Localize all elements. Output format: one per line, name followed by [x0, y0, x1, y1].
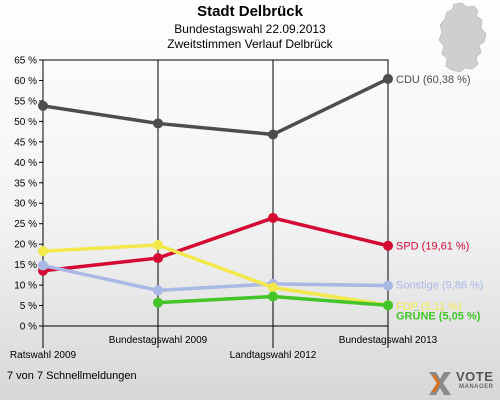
- data-point-spd: [268, 212, 278, 223]
- series-end-label: SPD (19,61 %): [396, 241, 469, 253]
- y-tick-label: 5 %: [20, 301, 37, 312]
- data-point-cdu: [38, 100, 48, 111]
- logo-text-vote: VOTE: [456, 369, 494, 384]
- vote-manager-logo: VOTE MANAGER: [426, 366, 500, 400]
- data-point-cdu: [383, 73, 393, 84]
- y-tick-label: 40 %: [14, 158, 37, 169]
- series-line-fdp: [41, 243, 390, 307]
- y-tick-label: 60 %: [14, 76, 37, 87]
- y-tick-label: 25 %: [14, 219, 37, 230]
- data-point-fdp: [153, 239, 163, 250]
- chart-title: Stadt Delbrück: [197, 3, 303, 20]
- vote-manager-logo-icon: [429, 372, 451, 395]
- y-tick-label: 45 %: [14, 137, 37, 148]
- plot-area: [42, 59, 389, 327]
- data-point-grüne: [268, 291, 278, 302]
- series-end-label: Sonstige (9,86 %): [396, 280, 483, 292]
- data-point-sonstige: [383, 280, 393, 291]
- y-tick-label: 10 %: [14, 281, 37, 292]
- data-point-spd: [153, 253, 163, 264]
- data-point-fdp: [268, 282, 278, 293]
- y-tick-label: 20 %: [14, 240, 37, 251]
- chart-subtitle: Bundestagswahl 22.09.2013: [174, 22, 326, 36]
- y-tick-label: 35 %: [14, 178, 37, 189]
- x-tick-label: Bundestagswahl 2009: [109, 335, 208, 346]
- data-point-cdu: [268, 129, 278, 140]
- x-tick-label: Bundestagswahl 2013: [339, 335, 438, 346]
- data-point-cdu: [153, 118, 163, 129]
- data-point-sonstige: [153, 285, 163, 296]
- y-tick-label: 50 %: [14, 117, 37, 128]
- data-point-fdp: [38, 246, 48, 257]
- series-end-label: GRÜNE (5,05 %): [396, 309, 481, 322]
- y-tick-label: 15 %: [14, 260, 37, 271]
- series-end-label: CDU (60,38 %): [396, 74, 471, 86]
- data-point-spd: [383, 240, 393, 251]
- series-line-cdu: [41, 77, 390, 137]
- logo-text-manager: MANAGER: [459, 384, 494, 390]
- x-tick-label: Ratswahl 2009: [10, 350, 77, 361]
- y-tick-label: 55 %: [14, 96, 37, 107]
- series-end-label: FDP (5,11 %): [396, 301, 462, 313]
- y-tick-label: 65 %: [14, 56, 37, 67]
- x-tick-label: Landtagswahl 2012: [230, 350, 317, 361]
- report-status: 7 von 7 Schnellmeldungen: [7, 370, 137, 382]
- series-line-sonstige: [41, 263, 390, 293]
- chart-subtitle-secondary: Zweitstimmen Verlauf Delbrück: [167, 37, 333, 51]
- y-tick-label: 0 %: [20, 322, 37, 333]
- data-point-grüne: [153, 297, 163, 308]
- germany-map-icon: [438, 2, 487, 73]
- data-point-grüne: [383, 300, 393, 311]
- y-tick-label: 30 %: [14, 199, 37, 210]
- series-line-spd: [41, 216, 390, 273]
- data-point-sonstige: [38, 260, 48, 271]
